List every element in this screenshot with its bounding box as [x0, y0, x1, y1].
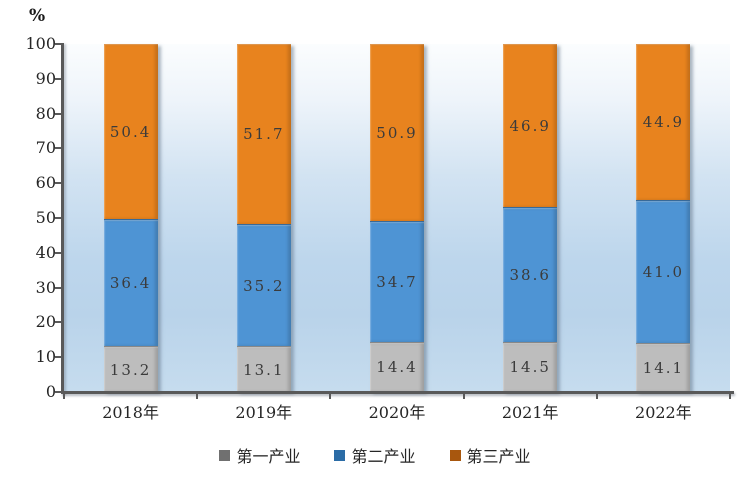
y-tick-label: 80: [35, 103, 56, 123]
bar-segment-第二产业: 41.0: [636, 200, 691, 343]
bar-2021年: 46.9 38.6 14.5: [503, 44, 558, 392]
bar-2019年: 51.7 35.2 13.1: [236, 44, 291, 392]
legend-label: 第三产业: [466, 447, 531, 466]
legend-item-第一产业: 第一产业: [219, 443, 300, 467]
y-axis: [61, 43, 64, 394]
bar-2020年: 50.9 34.7 14.4: [370, 44, 424, 392]
bar-segment-第一产业: 14.5: [503, 341, 558, 392]
legend-label: 第二产业: [351, 447, 416, 466]
y-tick-label: 20: [35, 312, 56, 332]
bar-segment-第二产业: 34.7: [370, 221, 424, 342]
bar-2018年: 50.4 36.4 13.2: [103, 44, 158, 392]
bar-segment-第一产业: 13.2: [103, 346, 158, 392]
bar-value-label: 50.4: [109, 122, 152, 141]
y-tick-label: 100: [25, 34, 56, 53]
bar-value-label: 36.4: [109, 274, 152, 293]
legend-label: 第一产业: [236, 447, 301, 466]
y-tick-label: 60: [35, 173, 56, 193]
y-tick-label: 0: [45, 382, 56, 401]
y-tick: [55, 112, 61, 115]
category-label: 2022年: [635, 403, 692, 422]
bar-value-label: 44.9: [642, 113, 685, 132]
bar-value-label: 13.2: [109, 360, 152, 379]
bar-segment-第一产业: 14.1: [636, 342, 691, 392]
y-tick-label: 90: [35, 68, 56, 88]
bar-value-label: 34.7: [376, 273, 418, 291]
x-tick: [196, 394, 199, 399]
y-axis-unit-label: %: [29, 6, 46, 26]
legend-item-第三产业: 第三产业: [449, 443, 531, 467]
category-label: 2018年: [102, 403, 159, 422]
bar-segment-第三产业: 50.4: [103, 44, 158, 220]
bar-segment-第二产业: 35.2: [236, 223, 291, 347]
x-tick: [595, 394, 598, 399]
y-tick: [55, 391, 61, 393]
bar-segment-第二产业: 36.4: [103, 219, 158, 347]
y-tick: [55, 147, 61, 150]
y-tick: [55, 77, 61, 80]
y-tick: [55, 286, 61, 289]
bar-value-label: 41.0: [642, 263, 685, 282]
bar-value-label: 14.1: [642, 358, 685, 377]
bar-segment-第三产业: 46.9: [503, 44, 558, 208]
bar-value-label: 51.7: [243, 124, 285, 143]
bar-value-label: 50.9: [376, 123, 418, 142]
x-tick: [462, 394, 465, 399]
legend-swatch: [219, 449, 231, 461]
category-label: 2020年: [368, 403, 426, 422]
x-tick: [329, 394, 332, 399]
bar-value-label: 35.2: [243, 276, 285, 295]
bar-2022年: 44.9 41.0 14.1: [636, 44, 691, 392]
y-tick-label: 30: [35, 277, 56, 297]
category-label: 2021年: [501, 403, 559, 422]
bar-segment-第二产业: 38.6: [503, 207, 558, 342]
legend-swatch: [334, 449, 346, 461]
bar-segment-第三产业: 51.7: [236, 44, 291, 224]
x-tick: [729, 394, 731, 399]
y-tick-label: 40: [35, 242, 56, 262]
y-tick-label: 70: [35, 138, 56, 158]
bar-value-label: 46.9: [509, 116, 551, 135]
legend: 第一产业 第二产业 第三产业: [0, 443, 750, 467]
bar-segment-第三产业: 44.9: [636, 44, 691, 201]
y-tick: [55, 43, 61, 45]
legend-item-第二产业: 第二产业: [334, 443, 416, 467]
bar-segment-第三产业: 50.9: [370, 44, 424, 222]
y-tick-label: 50: [35, 208, 56, 227]
bar-value-label: 38.6: [509, 265, 551, 284]
y-tick: [55, 217, 61, 219]
y-tick: [55, 321, 61, 324]
category-label: 2019年: [235, 403, 293, 422]
bar-value-label: 14.5: [509, 358, 551, 377]
bar-value-label: 14.4: [376, 358, 418, 377]
x-axis: [61, 391, 734, 394]
y-tick: [55, 356, 61, 359]
bar-segment-第一产业: 13.1: [236, 346, 291, 392]
y-tick: [55, 182, 61, 185]
bar-segment-第一产业: 14.4: [370, 341, 424, 392]
plot-area: 50.4 36.4 13.2 51.7 35.2 13.1 50.9 34.7 14.4 46.9…: [64, 44, 730, 392]
bar-value-label: 13.1: [243, 360, 285, 379]
y-tick-label: 10: [35, 347, 56, 367]
x-tick: [63, 394, 65, 399]
y-tick: [55, 251, 61, 254]
legend-swatch: [449, 449, 461, 461]
